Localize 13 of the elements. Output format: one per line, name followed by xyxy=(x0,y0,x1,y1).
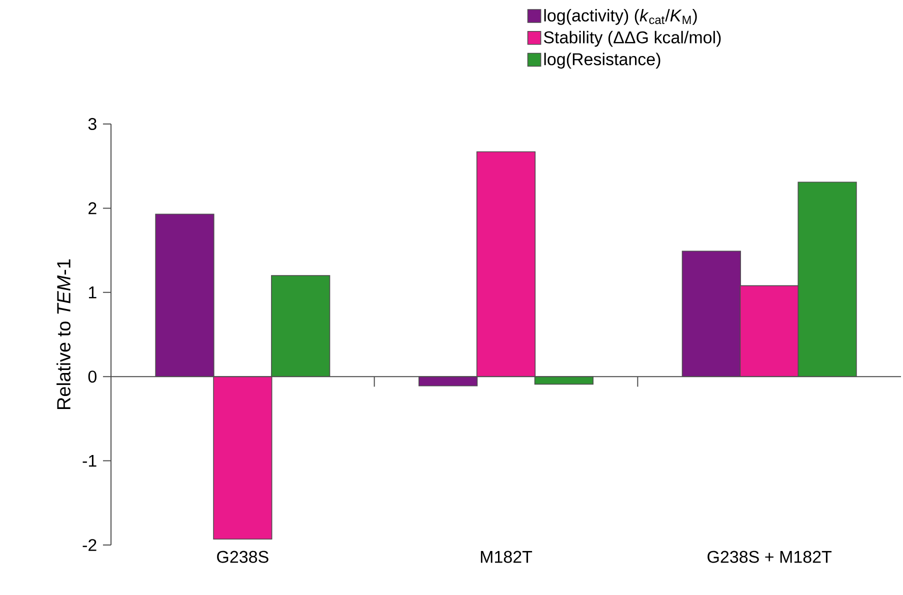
y-tick-label: 0 xyxy=(88,370,96,383)
y-tick-label: 2 xyxy=(88,202,96,214)
y-axis-title: Relative to TEM-1 xyxy=(56,259,70,409)
y-tick-label: -1 xyxy=(82,454,96,467)
legend-label: log(activity) (k$_{cat}$/K$_{M}$) xyxy=(544,9,697,25)
y-tick-label: 1 xyxy=(88,286,96,298)
y-tick-label: 3 xyxy=(88,118,96,130)
x-tick-label: M182T xyxy=(480,550,532,563)
x-tick-label: G238S + M182T xyxy=(708,550,832,563)
legend-label: log(Resistance) xyxy=(544,52,660,69)
legend-label: Stability (ΔΔG kcal/mol) xyxy=(544,30,721,47)
x-tick-label: G238S xyxy=(217,550,268,563)
y-tick-label: -2 xyxy=(82,539,96,551)
